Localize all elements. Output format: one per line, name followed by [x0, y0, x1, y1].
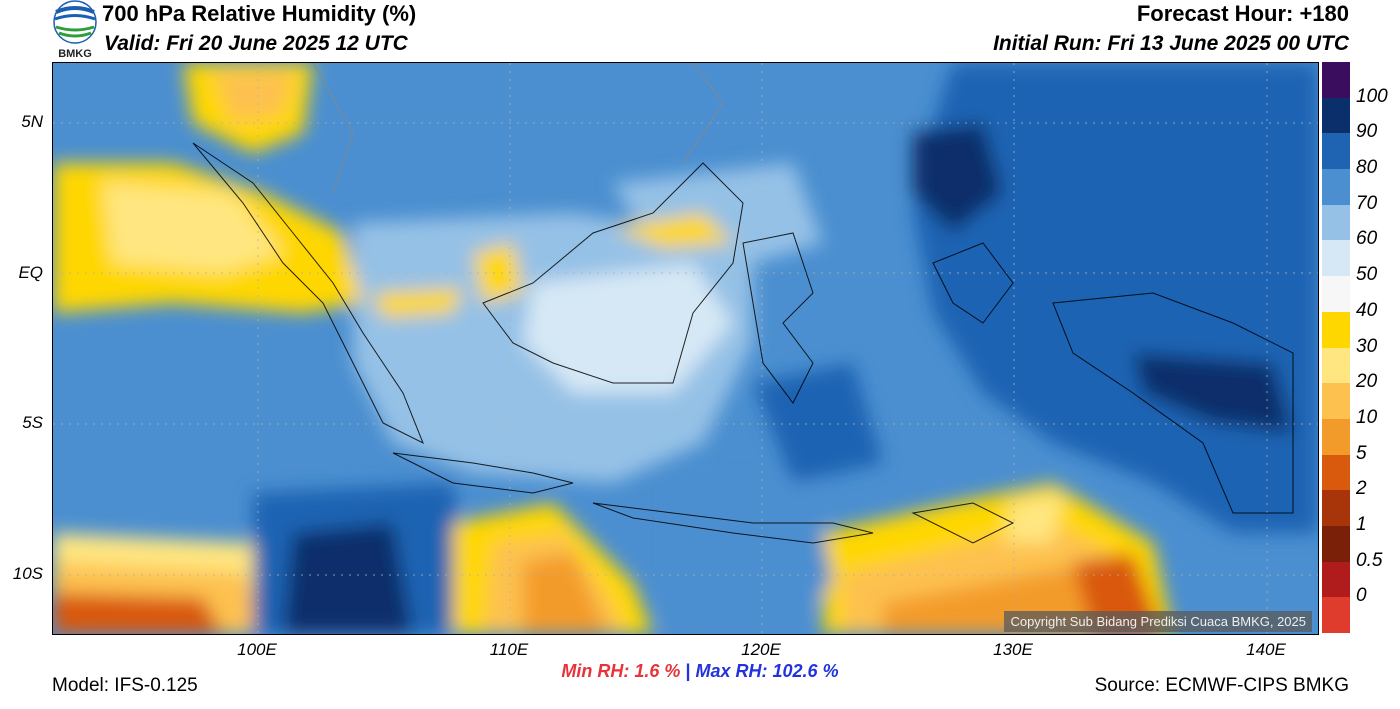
colorbar-label: 20 [1356, 371, 1378, 393]
colorbar-label: 90 [1356, 121, 1378, 143]
max-rh: Max RH: 102.6 % [695, 661, 839, 681]
colorbar-segment [1322, 276, 1350, 312]
source-info: Source: ECMWF-CIPS BMKG [1094, 675, 1349, 696]
lat-label-5s: 5S [22, 413, 43, 432]
colorbar-label: 30 [1356, 335, 1378, 357]
humidity-field [53, 63, 1318, 634]
colorbar-label: 10 [1356, 406, 1378, 428]
lat-label-10s: 10S [12, 564, 43, 583]
colorbar-label: 2 [1356, 478, 1367, 500]
valid-time: Valid: Fri 20 June 2025 12 UTC [104, 32, 408, 55]
lat-label-5n: 5N [21, 112, 43, 131]
colorbar [1322, 62, 1350, 633]
colorbar-segment [1322, 490, 1350, 526]
colorbar-segment [1322, 240, 1350, 277]
forecast-hour: Forecast Hour: +180 [1136, 1, 1349, 26]
lon-label-110e: 110E [489, 640, 529, 659]
colorbar-segment [1322, 311, 1350, 348]
colorbar-segment [1322, 561, 1350, 598]
colorbar-label: 50 [1356, 264, 1378, 286]
colorbar-segment [1322, 418, 1350, 455]
colorbar-label: 70 [1356, 192, 1378, 214]
model-info: Model: IFS-0.125 [52, 675, 198, 696]
colorbar-label: 40 [1356, 299, 1378, 321]
rh-stats: Min RH: 1.6 % | Max RH: 102.6 % [0, 661, 1400, 682]
lon-label-100e: 100E [237, 640, 277, 659]
lon-label-140e: 140E [1246, 640, 1286, 659]
colorbar-label: 1 [1356, 513, 1367, 535]
map-title: 700 hPa Relative Humidity (%) [102, 1, 417, 26]
colorbar-segment [1322, 454, 1350, 491]
colorbar-segment [1322, 204, 1350, 241]
colorbar-label: 5 [1356, 442, 1367, 464]
bmkg-logo: BMKG [50, 0, 100, 60]
colorbar-segment [1322, 97, 1350, 134]
lat-label-eq: EQ [18, 263, 43, 282]
stats-separator: | [685, 661, 691, 681]
colorbar-label: 0.5 [1356, 549, 1383, 571]
initial-run: Initial Run: Fri 13 June 2025 00 UTC [993, 32, 1349, 55]
lon-label-130e: 130E [993, 640, 1033, 659]
humidity-map: Copyright Sub Bidang Prediksi Cuaca BMKG… [52, 62, 1319, 635]
colorbar-segment [1322, 62, 1350, 98]
colorbar-label: 80 [1356, 157, 1378, 179]
colorbar-label: 60 [1356, 228, 1378, 250]
colorbar-segment [1322, 347, 1350, 384]
colorbar-label: 0 [1356, 585, 1367, 607]
colorbar-segment [1322, 597, 1350, 633]
lon-label-120e: 120E [741, 640, 781, 659]
colorbar-segment [1322, 383, 1350, 419]
colorbar-segment [1322, 133, 1350, 170]
min-rh: Min RH: 1.6 % [561, 661, 681, 681]
logo-text: BMKG [58, 48, 92, 60]
copyright-text: Copyright Sub Bidang Prediksi Cuaca BMKG… [1004, 611, 1312, 632]
colorbar-segment [1322, 169, 1350, 205]
colorbar-segment [1322, 525, 1350, 562]
colorbar-label: 100 [1356, 85, 1388, 107]
